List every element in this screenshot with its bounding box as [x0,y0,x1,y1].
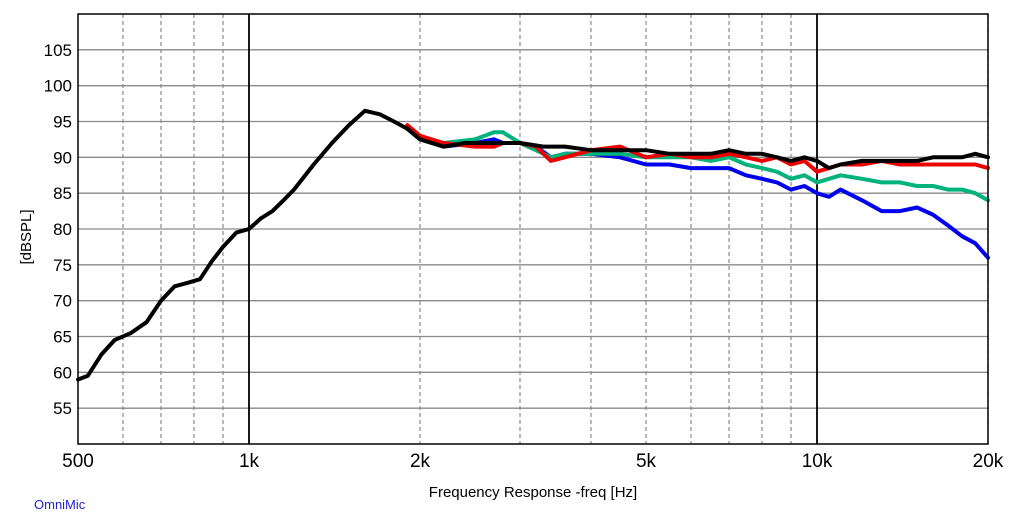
x-tick-label: 500 [62,451,94,472]
x-tick-labels: 500 1k 2k 5k 10k 20k [62,451,1004,472]
y-tick-label: 100 [44,77,72,96]
series-line-2 [405,126,990,203]
y-tick-label: 80 [53,220,72,239]
x-tick-label: 1k [239,451,260,472]
x-tick-label: 2k [410,451,431,472]
y-tick-label: 55 [53,399,72,418]
y-tick-label: 75 [53,256,72,275]
x-tick-label: 10k [802,451,833,472]
y-tick-label: 85 [53,184,72,203]
x-axis-label: Frequency Response -freq [Hz] [429,484,637,501]
y-axis-label: [dBSPL] [18,209,35,264]
x-tick-label: 5k [636,451,657,472]
x-tick-label: 20k [973,451,1004,472]
series-lines [76,108,990,382]
y-tick-label: 95 [53,113,72,132]
y-tick-label: 90 [53,148,72,167]
plot-frame [77,13,989,445]
y-tick-label: 65 [53,328,72,347]
series-line-4 [76,108,990,382]
y-tick-labels: 55 60 65 70 75 80 85 90 95 100 105 [44,41,72,418]
y-tick-label: 60 [53,363,72,382]
y-tick-label: 105 [44,41,72,60]
omnimic-watermark: OmniMic [34,497,86,512]
grid [78,14,989,444]
y-tick-label: 70 [53,292,72,311]
